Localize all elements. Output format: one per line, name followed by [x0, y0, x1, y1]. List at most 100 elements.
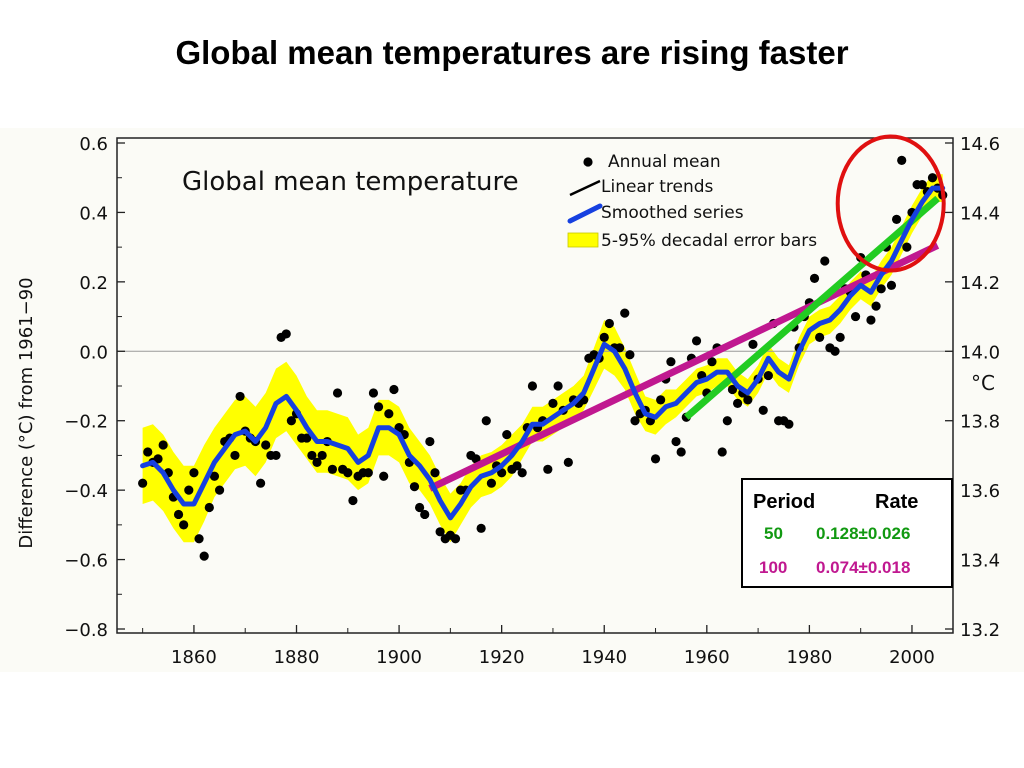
annual-mean-point [527, 381, 538, 391]
x-tick-label: 1980 [786, 647, 832, 668]
x-tick-label: 1920 [479, 647, 525, 668]
annual-mean-point [512, 461, 522, 471]
annual-mean-point [886, 280, 897, 290]
annual-mean-point [230, 450, 240, 461]
y-tick-label: 0.2 [79, 273, 108, 294]
annual-mean-point [476, 523, 486, 533]
annual-mean-point [691, 336, 702, 346]
legend-entry: Smoothed series [601, 203, 744, 223]
annual-mean-point [481, 416, 491, 426]
annual-mean-point [281, 329, 291, 339]
annual-mean-point [409, 482, 420, 492]
annual-mean-point [420, 509, 430, 520]
legend: Annual mean Linear trends Smoothed series 5… [567, 152, 817, 251]
annual-mean-point [543, 464, 553, 474]
annual-mean-point [835, 332, 845, 342]
annual-mean-point [815, 332, 825, 342]
chart-panel: 0.6 0.4 0.2 0.0 −0.2 −0.4 −0.6 −0.8 14.6 14.4 14.2… [0, 128, 1024, 672]
annual-mean-point [758, 405, 768, 415]
x-tick-label: 2000 [889, 647, 935, 668]
annual-mean-point [271, 450, 281, 461]
annual-mean-point [748, 339, 758, 349]
annual-mean-dots-layer [138, 155, 948, 561]
highlight-circle [835, 134, 946, 273]
right-tick-label: 13.4 [960, 551, 1000, 572]
annual-mean-point [415, 502, 425, 513]
annual-mean-point [379, 471, 389, 481]
annual-mean-point [235, 391, 245, 402]
annual-mean-point [866, 315, 876, 325]
chart-title: Global mean temperature [182, 167, 519, 197]
legend-entry: Linear trends [601, 177, 714, 197]
axes-layer: 0.6 0.4 0.2 0.0 −0.2 −0.4 −0.6 −0.8 14.6 14.4 14.2… [64, 134, 1000, 668]
annual-mean-point [727, 384, 738, 395]
annual-mean-point [707, 357, 717, 367]
trend-rate-table: Period Rate 50 0.128±0.026 100 0.074±0.0… [741, 478, 953, 588]
annual-mean-point [363, 468, 373, 478]
annual-mean-point [784, 419, 794, 429]
right-tick-label: 13.8 [960, 412, 1000, 433]
annual-mean-point [261, 440, 271, 450]
smoothed-series-layer [140, 185, 946, 521]
annual-mean-point [173, 509, 184, 520]
right-tick-label: 13.6 [960, 481, 1000, 502]
annual-mean-point [650, 454, 661, 464]
annual-mean-point [450, 534, 461, 544]
legend-trend-marker [569, 179, 601, 197]
annual-mean-point [732, 398, 743, 408]
annual-mean-point [394, 423, 404, 433]
annual-mean-point [717, 447, 727, 457]
annual-mean-point [214, 485, 225, 495]
annual-mean-point [204, 502, 214, 513]
temperature-chart: 0.6 0.4 0.2 0.0 −0.2 −0.4 −0.6 −0.8 14.6 14.4 14.2… [16, 134, 1000, 668]
annual-mean-point [630, 416, 640, 426]
annual-mean-point [471, 454, 481, 464]
annual-mean-point [625, 350, 635, 360]
annual-mean-point [312, 457, 322, 467]
annual-mean-point [153, 454, 163, 464]
annual-mean-point [891, 214, 902, 224]
annual-mean-point [138, 478, 148, 488]
annual-mean-point [902, 242, 912, 252]
annual-mean-point [820, 256, 830, 266]
annual-mean-point [302, 433, 312, 443]
trend-line-50 [684, 195, 940, 420]
y-tick-label: 0.0 [79, 342, 108, 363]
rate-table-row-50-period: 50 [764, 524, 783, 543]
annual-mean-point [917, 180, 927, 190]
y-axis-label: Difference (°C) from 1961−90 [16, 277, 37, 548]
annual-mean-point [368, 388, 379, 398]
legend-dot-marker [583, 157, 593, 167]
annual-mean-point [722, 416, 732, 426]
x-tick-label: 1860 [171, 647, 217, 668]
annual-mean-point [430, 468, 440, 478]
right-tick-label: 14.4 [960, 203, 1000, 224]
legend-entry: 5-95% decadal error bars [601, 231, 817, 251]
annual-mean-point [830, 346, 840, 356]
annual-mean-point [809, 273, 820, 283]
annual-mean-point [604, 318, 614, 329]
x-tick-label: 1960 [684, 647, 730, 668]
annual-mean-point [897, 155, 907, 165]
legend-entry: Annual mean [608, 152, 721, 172]
annual-mean-point [563, 457, 573, 467]
annual-mean-point [384, 409, 394, 419]
annual-mean-point [620, 308, 630, 318]
rate-table-row-100-rate: 0.074±0.018 [816, 558, 911, 577]
right-tick-label: 13.2 [960, 620, 1000, 641]
legend-smooth-marker [567, 203, 603, 224]
slide-title: Global mean temperatures are rising fast… [175, 34, 849, 71]
annual-mean-point [671, 436, 681, 447]
annual-mean-point [615, 343, 625, 353]
y-tick-label: −0.8 [64, 620, 108, 641]
error-band-layer [142, 174, 943, 543]
annual-mean-point [179, 520, 189, 530]
x-tick-label: 1940 [581, 647, 627, 668]
y-tick-label: −0.4 [64, 481, 108, 502]
annual-mean-point [389, 384, 399, 395]
annual-mean-point [348, 495, 358, 506]
error-band [142, 174, 943, 543]
y-tick-label: 0.6 [79, 134, 108, 155]
annual-mean-point [343, 468, 353, 478]
annual-mean-point [871, 301, 881, 311]
